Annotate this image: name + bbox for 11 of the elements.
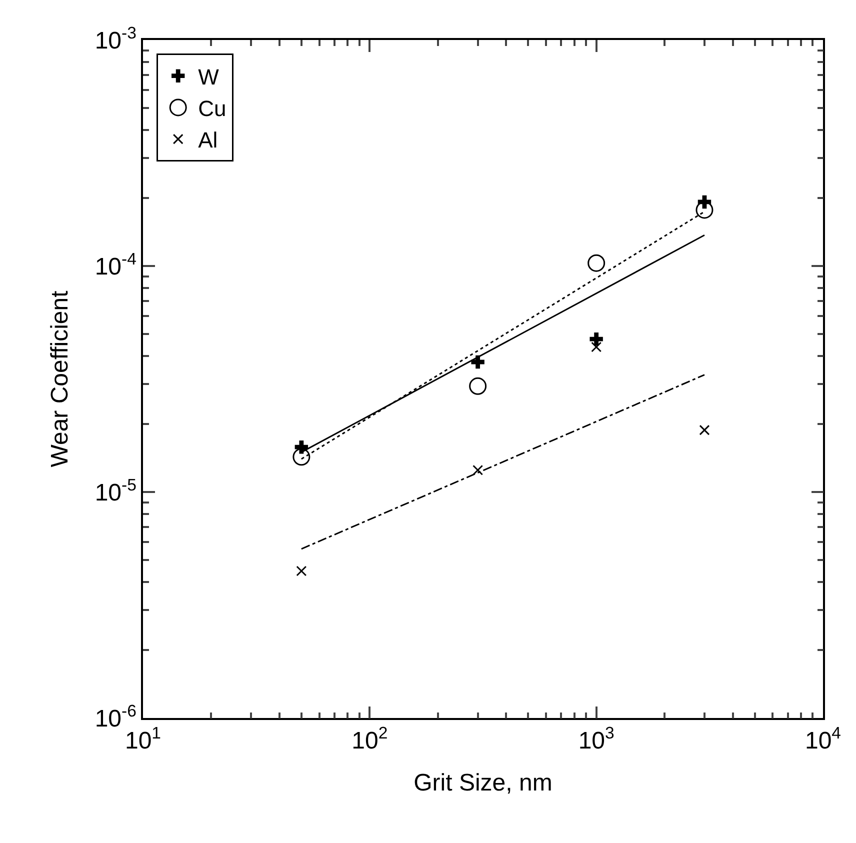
x-axis-title: Grit Size, nm — [414, 769, 552, 796]
y-axis-title: Wear Coefficient — [46, 290, 74, 468]
legend-label: Al — [198, 128, 218, 153]
legend-label: W — [198, 64, 220, 90]
y-tick-label: 10$^{-4}$ — [94, 249, 136, 280]
legend-label: Cu — [198, 96, 226, 122]
x-tick-label: 10$^{2}$ — [352, 723, 388, 755]
y-tick-label: 10$^{-3}$ — [94, 23, 136, 54]
x-tick-label: 10$^{3}$ — [578, 723, 614, 755]
x-tick-label: 10$^{4}$ — [804, 723, 842, 755]
y-tick-label: 10$^{-5}$ — [94, 475, 136, 506]
